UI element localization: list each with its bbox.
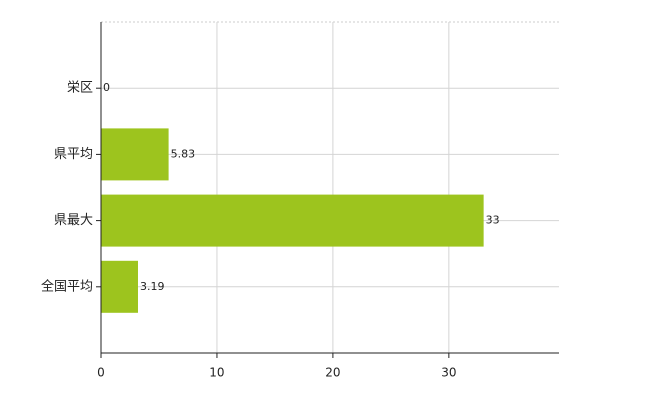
value-label: 33 <box>486 214 500 227</box>
y-tick-label: 栄区 <box>67 81 93 96</box>
bar <box>101 260 138 313</box>
x-tick-label: 10 <box>209 366 224 380</box>
y-tick-label: 県最大 <box>54 213 93 228</box>
value-label: 3.19 <box>140 280 165 293</box>
y-tick-label: 全国平均 <box>41 278 93 294</box>
y-tick-label: 県平均 <box>54 147 93 162</box>
value-label: 5.83 <box>171 147 196 160</box>
value-label: 0 <box>103 81 110 94</box>
x-tick-label: 20 <box>325 366 340 380</box>
x-tick-label: 30 <box>441 366 456 380</box>
x-tick-label: 0 <box>97 366 105 380</box>
bar <box>101 194 484 247</box>
bar <box>101 128 169 181</box>
